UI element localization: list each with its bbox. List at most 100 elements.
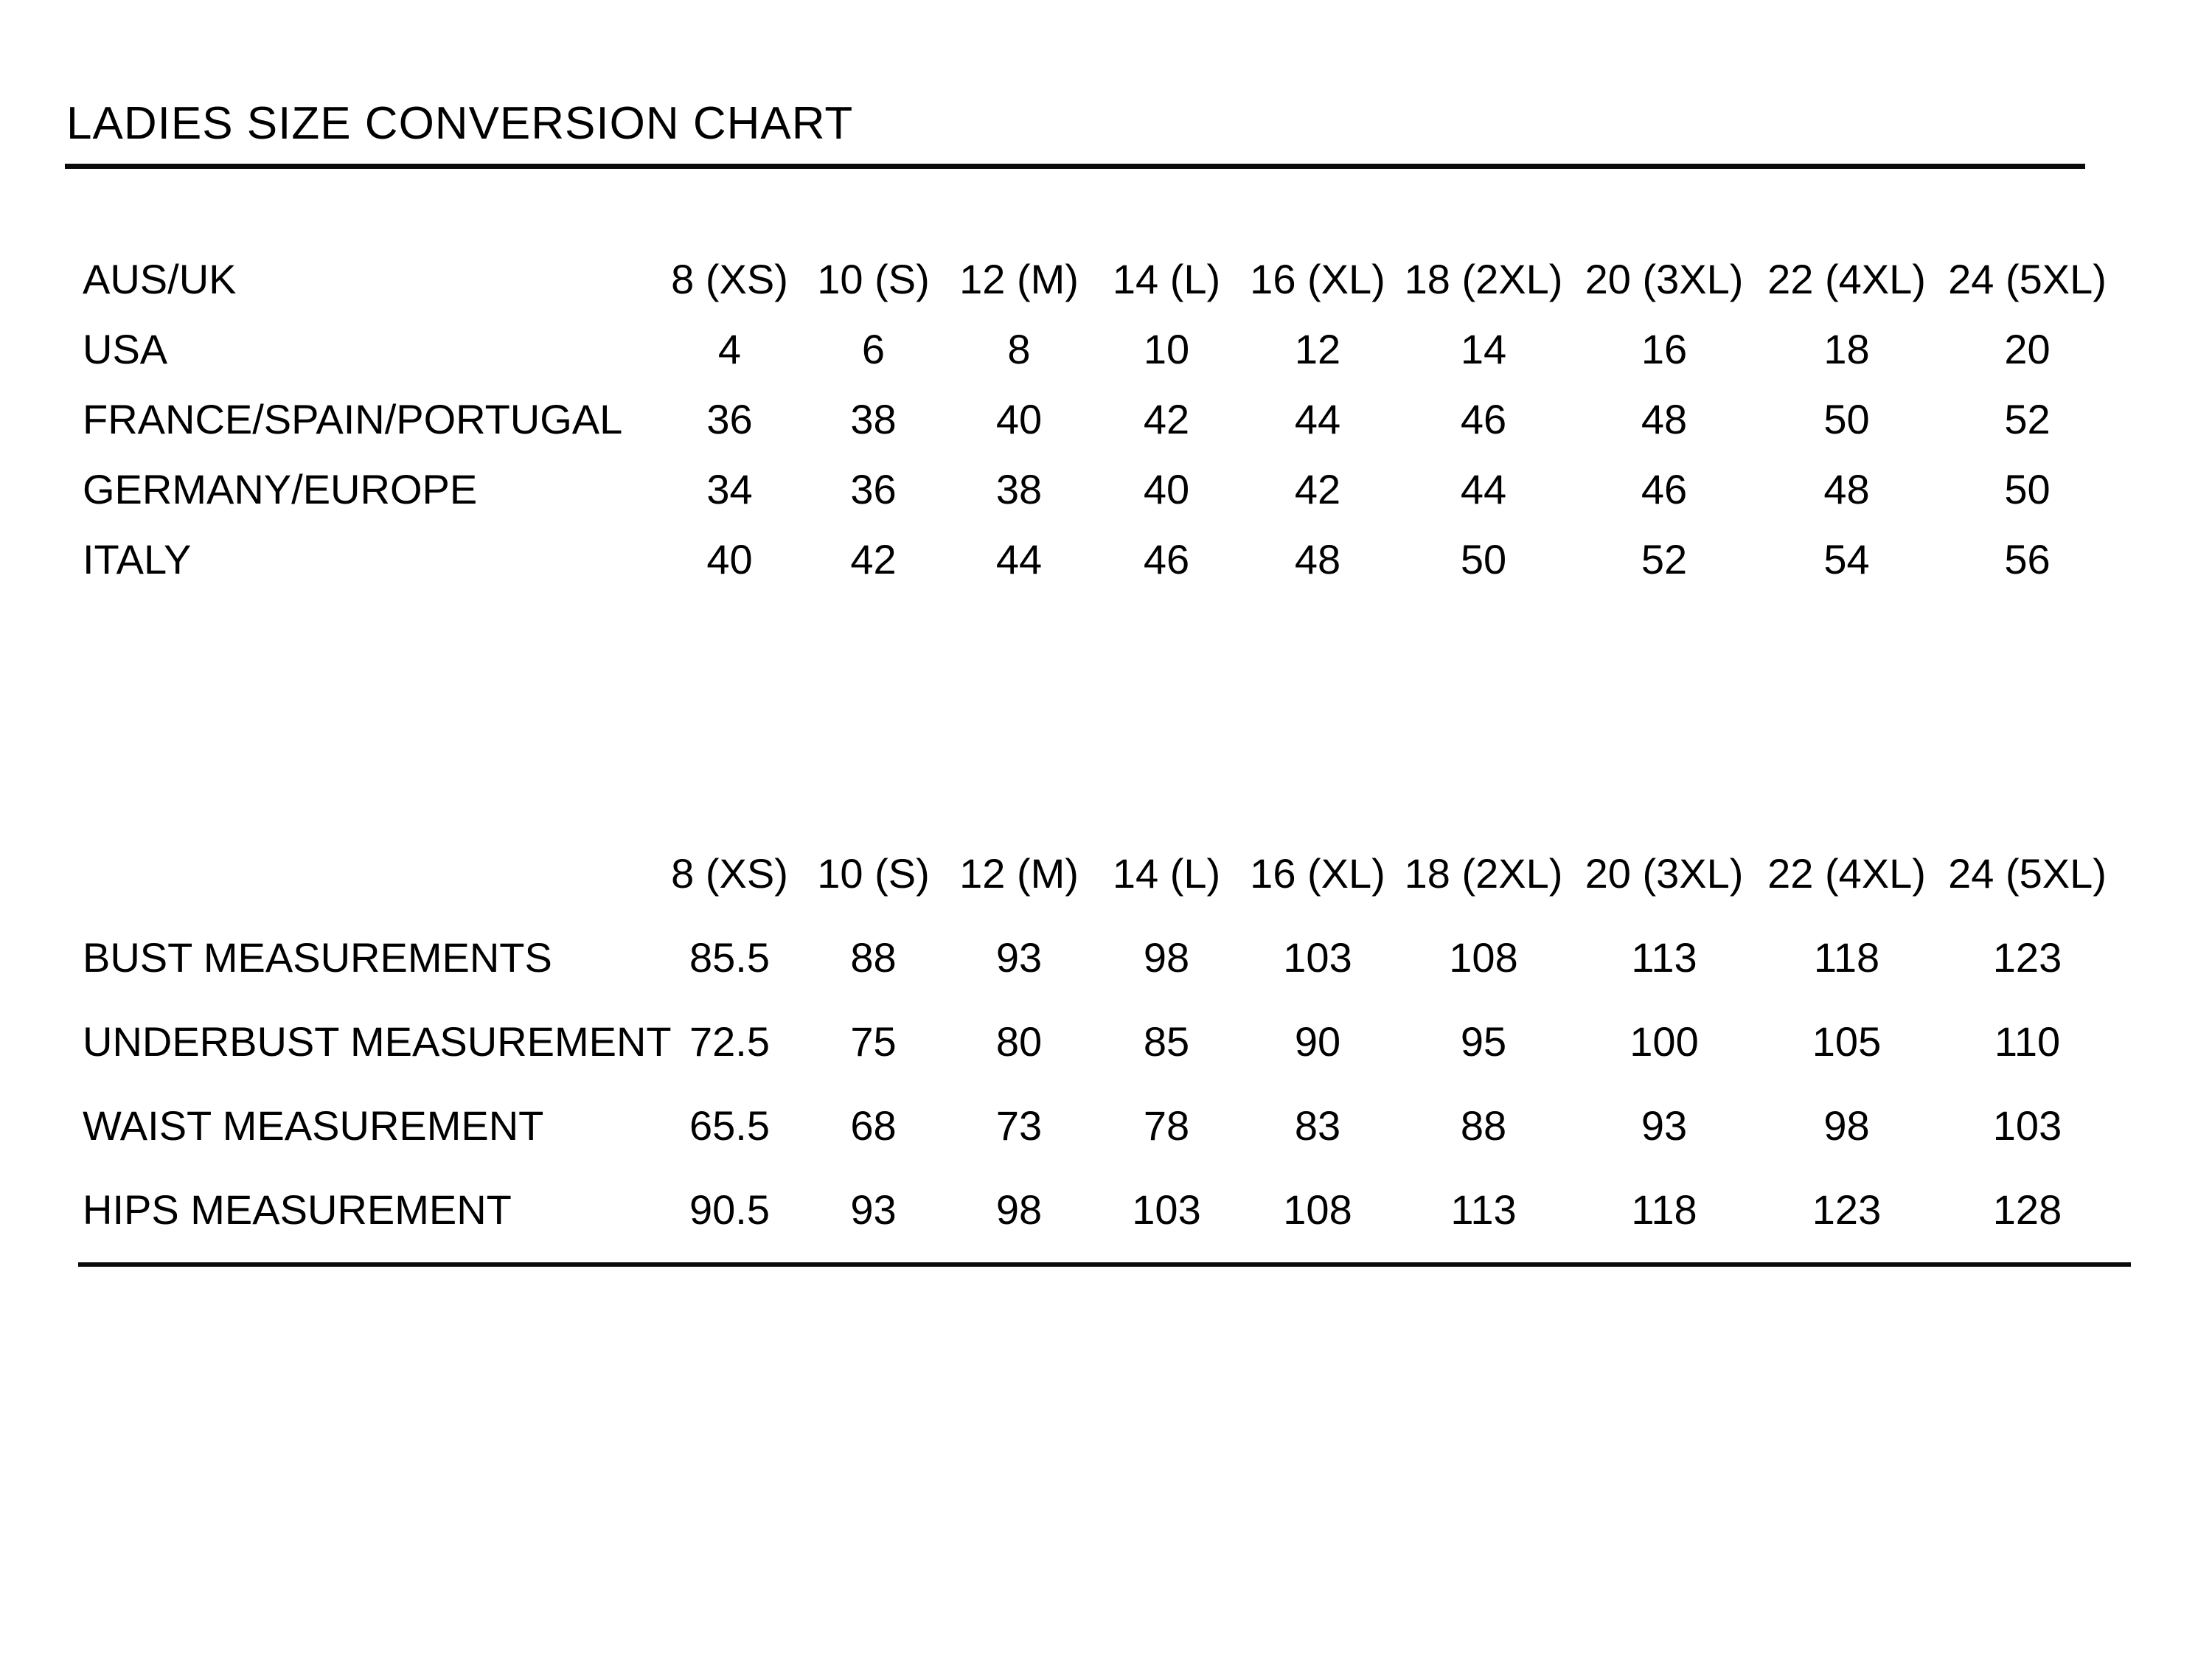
size-conversion-table: AUS/UK 8 (XS) 10 (S) 12 (M) 14 (L) 16 (X… [83, 244, 2118, 594]
column-header: 12 (M) [959, 850, 1079, 897]
column-header: 14 (L) [1112, 255, 1221, 302]
table-cell: 85 [1143, 1018, 1190, 1065]
column-header: 12 (M) [959, 255, 1079, 302]
table-cell: 72.5 [689, 1018, 770, 1065]
table-cell: 98 [1143, 934, 1190, 981]
measurement-header-spacer [83, 832, 658, 916]
table-cell: 38 [850, 395, 897, 442]
column-header: 24 (5XL) [1948, 255, 2107, 302]
table-cell: 93 [850, 1186, 897, 1233]
table-cell: 83 [1294, 1102, 1341, 1149]
table-cell: 118 [1813, 934, 1880, 981]
table-cell: 73 [995, 1102, 1043, 1149]
table-cell: 75 [850, 1018, 897, 1065]
table-cell: 103 [1283, 934, 1352, 981]
table-cell: 98 [1823, 1102, 1870, 1149]
column-header: 18 (2XL) [1404, 255, 1563, 302]
table-cell: 44 [1294, 395, 1341, 442]
table-cell: 14 [1460, 325, 1507, 372]
table-cell: 118 [1631, 1186, 1697, 1233]
column-header: 10 (S) [817, 255, 930, 302]
table-cell: 123 [1812, 1186, 1882, 1233]
table-cell: 50 [1823, 395, 1870, 442]
table-cell: 103 [1992, 1102, 2062, 1149]
table-cell: 42 [1143, 395, 1190, 442]
table-cell: 54 [1823, 535, 1870, 582]
table-cell: 36 [850, 465, 897, 512]
table-cell: 90 [1294, 1018, 1341, 1065]
table-cell: 50 [1460, 535, 1507, 582]
row-label: UNDERBUST MEASUREMENT [83, 1018, 672, 1065]
table-cell: 8 [1007, 325, 1031, 372]
column-header: 16 (XL) [1250, 255, 1385, 302]
table-cell: 56 [2004, 535, 2051, 582]
page-title: LADIES SIZE CONVERSION CHART [66, 98, 854, 149]
column-header: 16 (XL) [1250, 850, 1385, 897]
table-cell: 16 [1641, 325, 1688, 372]
column-header: 20 (3XL) [1585, 255, 1744, 302]
table-cell: 40 [995, 395, 1043, 442]
table-cell: 65.5 [689, 1102, 770, 1149]
table-cell: 4 [717, 325, 742, 372]
column-header: 8 (XS) [671, 255, 788, 302]
column-header: 22 (4XL) [1767, 850, 1926, 897]
table-cell: 90.5 [689, 1186, 770, 1233]
table-cell: 36 [706, 395, 753, 442]
table-cell: 98 [995, 1186, 1043, 1233]
table-cell: 113 [1450, 1186, 1517, 1233]
column-header: 18 (2XL) [1404, 850, 1563, 897]
table-cell: 85.5 [689, 934, 770, 981]
row-label: HIPS MEASUREMENT [83, 1186, 512, 1233]
title-underline [65, 164, 2085, 169]
column-header: 8 (XS) [671, 850, 788, 897]
table-cell: 108 [1449, 934, 1518, 981]
table-cell: 46 [1641, 465, 1688, 512]
table-cell: 88 [850, 934, 897, 981]
column-header: 22 (4XL) [1767, 255, 1926, 302]
table-cell: 88 [1460, 1102, 1507, 1149]
row-label: BUST MEASUREMENTS [83, 934, 552, 981]
row-label: USA [83, 325, 168, 372]
column-header: 24 (5XL) [1948, 850, 2107, 897]
table-cell: 95 [1460, 1018, 1507, 1065]
table-cell: 105 [1812, 1018, 1882, 1065]
table-cell: 40 [1143, 465, 1190, 512]
table-cell: 68 [850, 1102, 897, 1149]
table-cell: 52 [2004, 395, 2051, 442]
table-cell: 100 [1630, 1018, 1699, 1065]
table-cell: 123 [1992, 934, 2062, 981]
column-header: 10 (S) [817, 850, 930, 897]
table-cell: 78 [1143, 1102, 1190, 1149]
table-cell: 52 [1641, 535, 1688, 582]
table-cell: 128 [1992, 1186, 2062, 1233]
table-cell: 6 [861, 325, 886, 372]
table-cell: 42 [850, 535, 897, 582]
conversion-header-label: AUS/UK [83, 255, 237, 302]
measurement-table: 8 (XS) 10 (S) 12 (M) 14 (L) 16 (XL) 18 (… [83, 832, 2118, 1252]
table-cell: 110 [1994, 1018, 2061, 1065]
column-header: 14 (L) [1112, 850, 1221, 897]
table-cell: 42 [1294, 465, 1341, 512]
table-cell: 93 [1641, 1102, 1688, 1149]
table-cell: 108 [1283, 1186, 1352, 1233]
table-cell: 40 [706, 535, 753, 582]
table-cell: 38 [995, 465, 1043, 512]
table-cell: 20 [2004, 325, 2051, 372]
table-cell: 80 [995, 1018, 1043, 1065]
table-cell: 50 [2004, 465, 2051, 512]
table-cell: 48 [1641, 395, 1688, 442]
table-cell: 48 [1294, 535, 1341, 582]
row-label: GERMANY/EUROPE [83, 465, 478, 512]
table-cell: 113 [1631, 934, 1697, 981]
table-cell: 34 [706, 465, 753, 512]
row-label: FRANCE/SPAIN/PORTUGAL [83, 395, 623, 442]
table-cell: 10 [1143, 325, 1190, 372]
table-cell: 103 [1132, 1186, 1201, 1233]
table-cell: 12 [1294, 325, 1341, 372]
table-cell: 93 [995, 934, 1043, 981]
row-label: ITALY [83, 535, 192, 582]
table-cell: 48 [1823, 465, 1870, 512]
table-cell: 46 [1143, 535, 1190, 582]
row-label: WAIST MEASUREMENT [83, 1102, 544, 1149]
column-header: 20 (3XL) [1585, 850, 1744, 897]
